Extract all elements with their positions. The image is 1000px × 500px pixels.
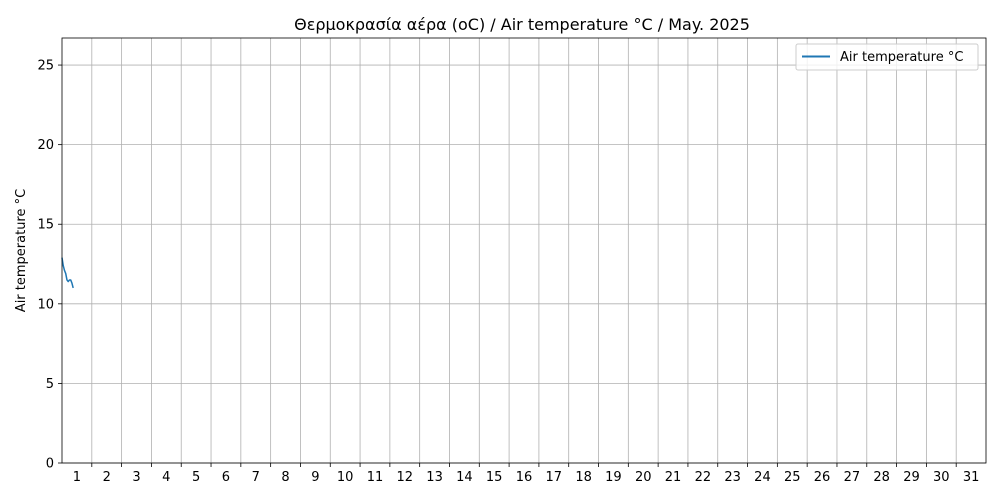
legend-entry-air-temperature: Air temperature °C	[840, 50, 963, 65]
x-tick-label: 13	[426, 470, 443, 485]
x-tick-label: 2	[103, 470, 111, 485]
y-axis-label: Air temperature °C	[14, 189, 29, 312]
x-tick-label: 25	[784, 470, 801, 485]
x-tick-label: 19	[605, 470, 622, 485]
x-tick-label: 27	[844, 470, 861, 485]
grid-lines	[62, 38, 986, 464]
x-tick-label: 10	[337, 470, 354, 485]
x-tick-label: 31	[963, 470, 980, 485]
y-tick-label: 25	[37, 59, 54, 74]
x-tick-label: 22	[695, 470, 712, 485]
x-axis-ticks: 1 2 3 4 5 6 7 8 9 10 11 12 13 14 15 16 17 18 19 20 21 22 23 24 2…	[73, 463, 980, 485]
x-tick-label: 3	[132, 470, 140, 485]
x-tick-label: 1	[73, 470, 81, 485]
series-layer	[61, 257, 74, 289]
y-tick-label: 20	[37, 138, 54, 153]
y-axis-ticks: 0 5 10 15 20 25	[37, 59, 62, 472]
y-tick-label: 5	[46, 377, 54, 392]
x-tick-label: 8	[281, 470, 289, 485]
y-tick-label: 0	[46, 457, 54, 472]
x-tick-label: 4	[162, 470, 170, 485]
x-tick-label: 17	[546, 470, 563, 485]
legend-box	[795, 43, 979, 71]
series-line-air-temperature	[61, 257, 74, 289]
legend: Air temperature °C	[795, 43, 979, 71]
y-tick-label: 10	[37, 297, 54, 312]
x-tick-label: 14	[456, 470, 473, 485]
x-tick-label: 6	[222, 470, 230, 485]
x-tick-label: 15	[486, 470, 503, 485]
x-tick-label: 7	[252, 470, 260, 485]
x-tick-label: 16	[516, 470, 533, 485]
x-tick-label: 20	[635, 470, 652, 485]
x-tick-label: 9	[311, 470, 319, 485]
axes	[61, 37, 987, 464]
x-tick-label: 28	[873, 470, 890, 485]
x-tick-label: 11	[367, 470, 384, 485]
plot-frame	[61, 37, 987, 464]
x-tick-label: 12	[397, 470, 414, 485]
x-tick-label: 29	[903, 470, 920, 485]
x-tick-label: 5	[192, 470, 200, 485]
x-tick-label: 30	[933, 470, 950, 485]
x-tick-label: 23	[724, 470, 741, 485]
x-tick-label: 26	[814, 470, 831, 485]
x-tick-label: 21	[665, 470, 682, 485]
x-tick-label: 24	[754, 470, 771, 485]
chart-title: Θερμοκρασία αέρα (oC) / Air temperature …	[294, 15, 750, 34]
x-tick-label: 18	[575, 470, 592, 485]
y-tick-label: 15	[37, 218, 54, 233]
